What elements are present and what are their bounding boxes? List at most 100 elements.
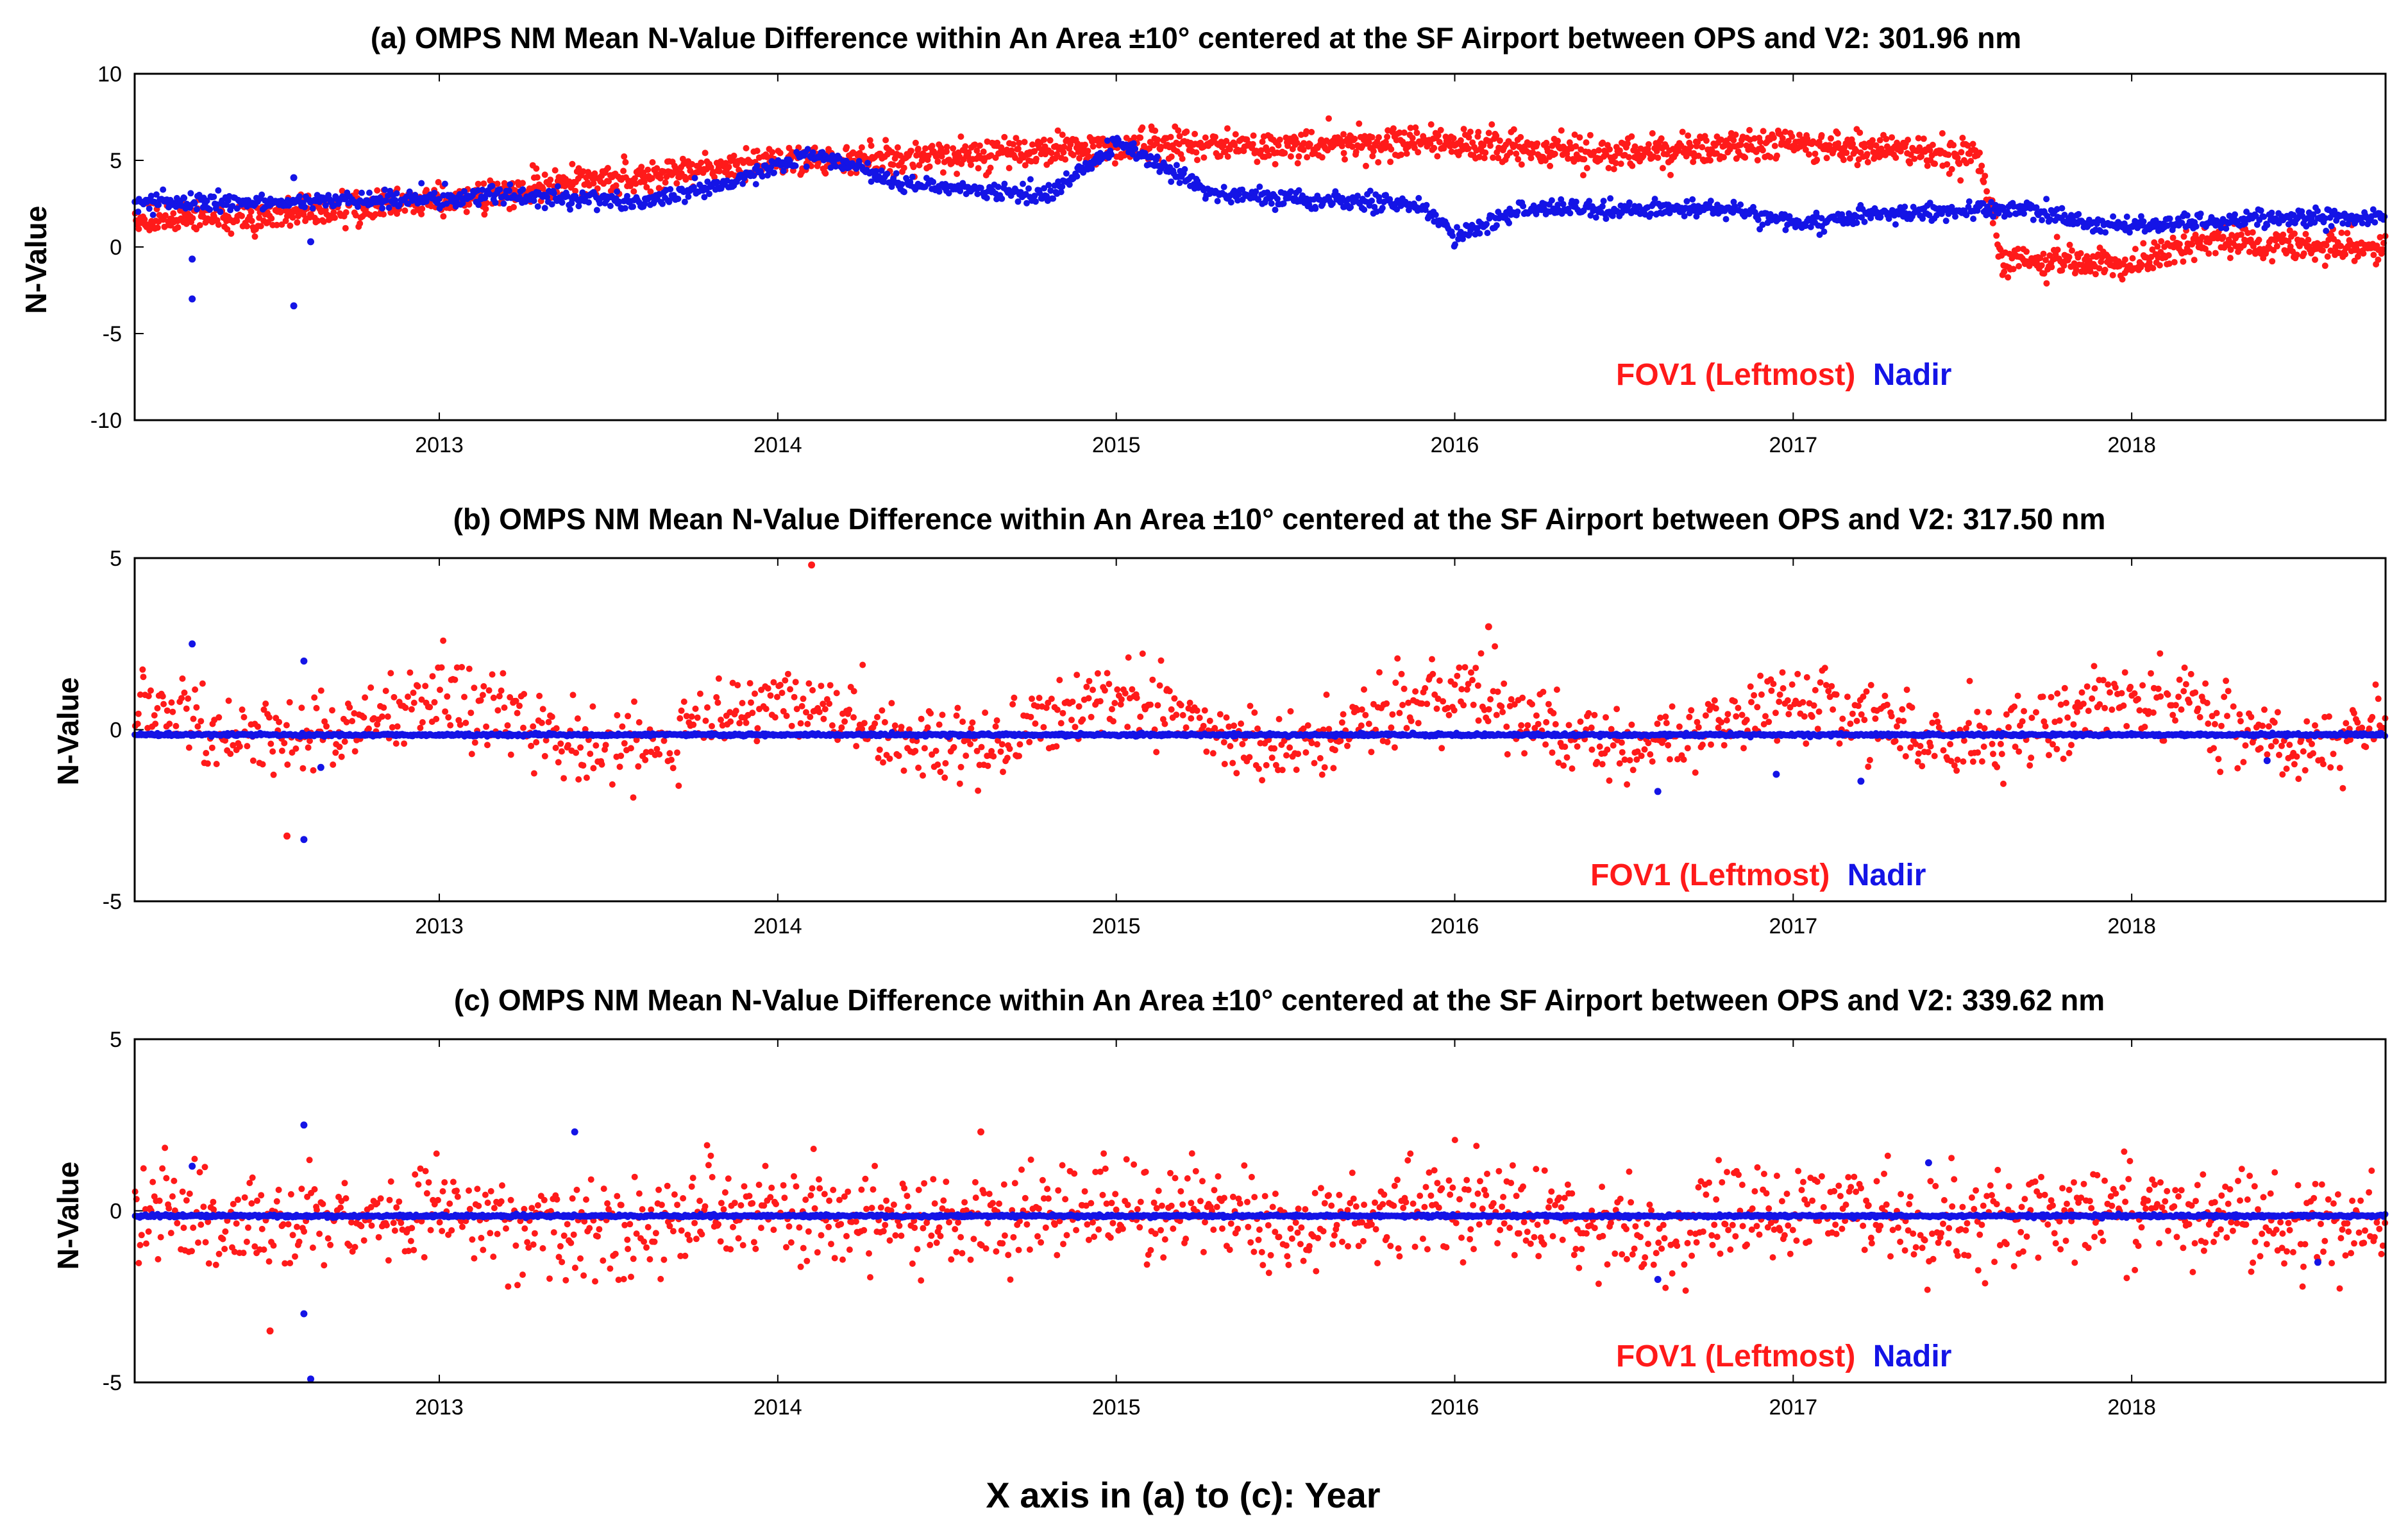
panel-b-fov1-point bbox=[826, 701, 833, 707]
panel-b-fov1-point bbox=[281, 740, 288, 747]
panel-a-fov1-point bbox=[374, 187, 381, 194]
panel-b-fov1-point bbox=[1638, 752, 1645, 760]
panel-a-nadir-point bbox=[1045, 182, 1052, 189]
panel-a-nadir-point bbox=[2381, 213, 2388, 220]
panel-b-fov1-point bbox=[921, 745, 928, 752]
panel-b-fov1-point bbox=[590, 765, 597, 772]
panel-b-fov1-point bbox=[1073, 672, 1081, 679]
panel-a-fov1-point bbox=[539, 185, 546, 192]
panel-b-fov1-point bbox=[552, 744, 559, 751]
panel-b-fov1-point bbox=[479, 692, 486, 699]
panel-b-fov1-point bbox=[1751, 692, 1758, 699]
panel-b-fov1-point bbox=[332, 749, 339, 756]
panel-b-fov1-point bbox=[978, 743, 985, 751]
panel-b-fov1-point bbox=[1188, 715, 1195, 722]
panel-a-nadir-point bbox=[1256, 183, 1263, 191]
panel-a-fov1-point bbox=[657, 175, 664, 182]
panel-a-fov1-point bbox=[1482, 149, 1489, 156]
panel-a-fov1-point bbox=[1703, 137, 1710, 144]
panel-a-fov1-point bbox=[912, 139, 919, 146]
panel-b-fov1-point bbox=[298, 704, 305, 711]
panel-a-fov1-point bbox=[1376, 134, 1382, 141]
panel-b-fov1-point bbox=[269, 748, 276, 755]
panel-a-nadir-point bbox=[771, 169, 777, 176]
panel-b-fov1-point bbox=[401, 740, 408, 747]
panel-a-fov1-point bbox=[894, 144, 901, 151]
panel-a-fov1-point bbox=[357, 220, 364, 227]
panel-b-fov1-point bbox=[1461, 664, 1469, 671]
panel-b-fov1-point bbox=[1619, 749, 1626, 756]
panel-a-nadir-point bbox=[496, 186, 503, 193]
panel-a-fov1-point bbox=[1485, 130, 1492, 137]
panel-b-fov1-point bbox=[754, 738, 761, 745]
panel-a-fov1-point bbox=[620, 167, 627, 174]
panel-b-fov1-point bbox=[587, 751, 594, 758]
panel-b-fov1-point bbox=[1186, 699, 1193, 706]
panel-b-fov1-point bbox=[1223, 714, 1230, 721]
panel-a-fov1-point bbox=[1001, 133, 1008, 140]
panel-a-fov1-point bbox=[1789, 133, 1796, 140]
panel-a-fov1-point bbox=[294, 219, 301, 226]
panel-b-fov1-point bbox=[841, 718, 848, 725]
panel-a-fov1-point bbox=[1659, 165, 1666, 172]
panel-b-fov1-point bbox=[859, 661, 866, 668]
panel-b-fov1-point bbox=[1688, 707, 1695, 714]
panel-b-xtick-label: 2018 bbox=[2107, 914, 2156, 938]
panel-a-fov1-point bbox=[1021, 139, 1028, 146]
panel-a-nadir-point bbox=[714, 178, 721, 185]
panel-b-fov1-point bbox=[405, 693, 411, 701]
panel-b-fov1-point bbox=[346, 704, 353, 711]
panel-a-fov1-point bbox=[273, 221, 280, 228]
panel-b-fov1-point bbox=[1754, 704, 1761, 711]
panel-b-fov1-point bbox=[656, 751, 663, 758]
panel-b-fov1-point bbox=[666, 750, 673, 757]
panel-a-fov1-point bbox=[1989, 219, 1996, 226]
panel-b-fov1-point bbox=[1762, 713, 1769, 720]
panel-b-fov1-point bbox=[1027, 713, 1034, 720]
panel-a-fov1-point bbox=[1528, 155, 1535, 162]
panel-a-nadir-point bbox=[1227, 199, 1234, 206]
panel-b-fov1-point bbox=[1712, 705, 1719, 712]
panel-a-nadir-point bbox=[2102, 229, 2109, 236]
panel-a-nadir-point bbox=[541, 205, 548, 212]
panel-b-fov1-point bbox=[1733, 713, 1740, 720]
panel-b-fov1-point bbox=[168, 699, 175, 706]
panel-b-ylabel: N-Value bbox=[51, 677, 85, 786]
panel-b-fov1-point bbox=[1129, 686, 1136, 693]
panel-a-nadir-point bbox=[519, 186, 526, 193]
panel-a-nadir-point bbox=[507, 181, 514, 188]
panel-a-nadir-point bbox=[667, 186, 674, 192]
panel-a-fov1-point bbox=[822, 170, 829, 177]
panel-b-fov1-point bbox=[1545, 701, 1552, 708]
panel-a-fov1-point bbox=[135, 225, 142, 232]
panel-b-fov1-point bbox=[1114, 686, 1121, 693]
panel-b-fov1-point bbox=[690, 721, 697, 728]
panel-a-fov1-point bbox=[1534, 140, 1541, 147]
panel-b-fov1-point bbox=[736, 720, 743, 727]
panel-b-fov1-point bbox=[1016, 752, 1022, 760]
panel-a-nadir-point bbox=[1942, 217, 1949, 225]
panel-b-fov1-point bbox=[1723, 717, 1730, 724]
panel-a-fov1-point bbox=[2312, 256, 2318, 263]
panel-b-fov1-point bbox=[1101, 687, 1108, 694]
panel-a-fov1-point bbox=[943, 144, 950, 151]
panel-a-fov1-point bbox=[980, 148, 987, 155]
panel-a-fov1-point bbox=[1818, 132, 1825, 139]
panel-a-fov1-point bbox=[2321, 262, 2328, 269]
panel-b-fov1-point bbox=[270, 771, 277, 778]
panel-b-fov1-point bbox=[1171, 695, 1178, 702]
panel-b-fov1-point bbox=[1613, 706, 1621, 713]
panel-b-fov1-point bbox=[688, 713, 695, 720]
panel-a-fov1-point bbox=[2219, 234, 2227, 241]
panel-a-nadir-point bbox=[1130, 140, 1137, 147]
panel-a-fov1-point bbox=[1475, 128, 1482, 135]
panel-a-ytick-label: 0 bbox=[110, 235, 122, 260]
panel-a-nadir-point bbox=[706, 191, 712, 198]
panel-b-fov1-point bbox=[164, 707, 171, 714]
panel-b-xtick-label: 2015 bbox=[1092, 914, 1141, 938]
panel-a-fov1-point bbox=[1629, 162, 1636, 169]
panel-a-nadir-point bbox=[675, 196, 682, 202]
panel-b-fov1-point bbox=[1521, 750, 1528, 757]
panel-b-fov1-point bbox=[190, 715, 197, 722]
panel-b-fov1-point bbox=[367, 684, 375, 691]
